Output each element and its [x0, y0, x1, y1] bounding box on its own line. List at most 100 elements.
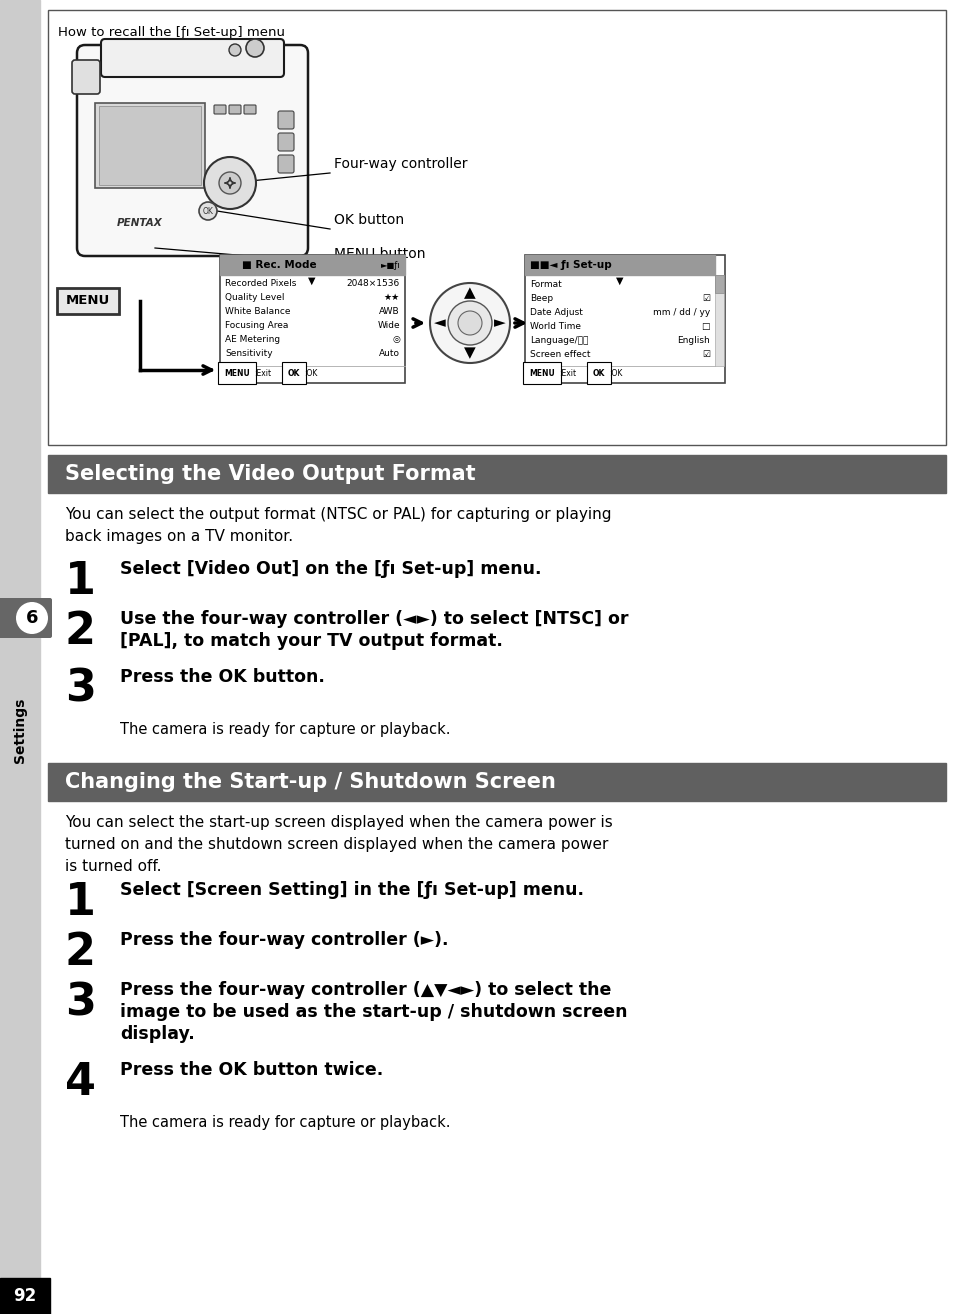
Text: Select [Screen Setting] in the [ƒı Set-up] menu.: Select [Screen Setting] in the [ƒı Set-u… [120, 880, 583, 899]
Text: ■■◄ ƒı Set-up: ■■◄ ƒı Set-up [530, 260, 611, 269]
Text: :OK: :OK [304, 368, 317, 377]
FancyBboxPatch shape [244, 105, 255, 114]
Bar [220, 255, 405, 275]
FancyBboxPatch shape [229, 105, 241, 114]
Bar [524, 255, 724, 382]
Bar [95, 102, 205, 188]
Circle shape [219, 172, 241, 194]
Text: Language/言語: Language/言語 [530, 336, 588, 346]
Text: Auto: Auto [378, 350, 399, 357]
Bar [48, 11, 945, 445]
Circle shape [16, 602, 48, 633]
Text: ■ Rec. Mode: ■ Rec. Mode [242, 260, 316, 269]
Circle shape [430, 283, 510, 363]
Text: ◎: ◎ [392, 335, 399, 344]
Text: Press the OK button twice.: Press the OK button twice. [120, 1060, 383, 1079]
Text: PENTAX: PENTAX [117, 218, 163, 229]
Text: 2: 2 [65, 610, 96, 653]
Text: Press the OK button.: Press the OK button. [120, 668, 325, 686]
Text: 1: 1 [65, 560, 96, 603]
Text: OK button: OK button [334, 213, 404, 227]
Bar [0, 1279, 50, 1314]
Text: 1: 1 [65, 880, 96, 924]
Text: The camera is ready for capture or playback.: The camera is ready for capture or playb… [120, 1116, 450, 1130]
Text: You can select the start-up screen displayed when the camera power is
turned on : You can select the start-up screen displ… [65, 815, 612, 874]
Text: □: □ [700, 322, 709, 331]
Text: White Balance: White Balance [225, 307, 291, 315]
Text: ☑: ☑ [701, 350, 709, 359]
Text: 2048×1536: 2048×1536 [346, 279, 399, 288]
Text: MENU: MENU [66, 294, 110, 307]
Circle shape [229, 43, 241, 57]
Text: 92: 92 [13, 1286, 36, 1305]
Text: AE Metering: AE Metering [225, 335, 280, 344]
FancyBboxPatch shape [277, 133, 294, 151]
Text: ►: ► [494, 315, 505, 331]
FancyBboxPatch shape [277, 155, 294, 173]
Text: AWB: AWB [379, 307, 399, 315]
Text: MENU: MENU [529, 368, 554, 377]
Text: display.: display. [120, 1025, 194, 1043]
Bar [48, 455, 945, 493]
Text: How to recall the [ƒı Set-up] menu: How to recall the [ƒı Set-up] menu [58, 26, 285, 39]
Text: 3: 3 [65, 668, 95, 711]
Text: Changing the Start-up / Shutdown Screen: Changing the Start-up / Shutdown Screen [65, 773, 556, 792]
Circle shape [204, 156, 255, 209]
Text: OK: OK [288, 368, 300, 377]
Text: image to be used as the start-up / shutdown screen: image to be used as the start-up / shutd… [120, 1003, 627, 1021]
Text: OK: OK [202, 206, 213, 215]
Text: English: English [677, 336, 709, 346]
Text: Quality Level: Quality Level [225, 293, 284, 302]
Text: ▲: ▲ [464, 285, 476, 301]
Text: Beep: Beep [530, 294, 553, 304]
Text: 4: 4 [65, 1060, 96, 1104]
Bar [714, 275, 723, 293]
Text: :OK: :OK [608, 368, 621, 377]
Bar [714, 275, 723, 367]
Text: Use the four-way controller (◄►) to select [NTSC] or: Use the four-way controller (◄►) to sele… [120, 610, 628, 628]
Circle shape [457, 311, 481, 335]
Text: Press the four-way controller (▲▼◄►) to select the: Press the four-way controller (▲▼◄►) to … [120, 982, 611, 999]
Circle shape [448, 301, 492, 346]
Text: ►■ƒı: ►■ƒı [381, 260, 400, 269]
Text: Sensitivity: Sensitivity [225, 350, 273, 357]
Text: ▼: ▼ [616, 276, 623, 286]
Text: :Exit: :Exit [253, 368, 271, 377]
Text: 2: 2 [65, 932, 96, 974]
Circle shape [246, 39, 264, 57]
Text: ◄: ◄ [434, 315, 445, 331]
Text: OK: OK [593, 368, 605, 377]
Text: [PAL], to match your TV output format.: [PAL], to match your TV output format. [120, 632, 502, 650]
FancyBboxPatch shape [57, 288, 119, 314]
Bar [524, 255, 714, 275]
Text: Settings: Settings [13, 698, 27, 762]
Text: You can select the output format (NTSC or PAL) for capturing or playing
back ima: You can select the output format (NTSC o… [65, 507, 611, 544]
Text: ☑: ☑ [701, 294, 709, 304]
Text: ▼: ▼ [464, 346, 476, 360]
Text: mm / dd / yy: mm / dd / yy [652, 307, 709, 317]
Text: ▼: ▼ [308, 276, 315, 286]
Text: Screen effect: Screen effect [530, 350, 590, 359]
FancyBboxPatch shape [77, 45, 308, 256]
Text: MENU: MENU [224, 368, 250, 377]
Text: :Exit: :Exit [558, 368, 576, 377]
FancyBboxPatch shape [101, 39, 284, 78]
FancyBboxPatch shape [71, 60, 100, 95]
Text: World Time: World Time [530, 322, 580, 331]
Text: Four-way controller: Four-way controller [334, 156, 467, 171]
Text: Date Adjust: Date Adjust [530, 307, 582, 317]
Bar [0, 0, 40, 1314]
Circle shape [199, 202, 216, 219]
Text: 6: 6 [26, 608, 38, 627]
Text: Selecting the Video Output Format: Selecting the Video Output Format [65, 464, 476, 484]
Bar [48, 763, 945, 802]
Text: Recorded Pixels: Recorded Pixels [225, 279, 296, 288]
Text: Wide: Wide [377, 321, 399, 330]
Text: Focusing Area: Focusing Area [225, 321, 288, 330]
Bar [99, 106, 201, 185]
FancyBboxPatch shape [0, 598, 52, 639]
Text: MENU button: MENU button [334, 247, 425, 261]
Text: The camera is ready for capture or playback.: The camera is ready for capture or playb… [120, 721, 450, 737]
Text: Select [Video Out] on the [ƒı Set-up] menu.: Select [Video Out] on the [ƒı Set-up] me… [120, 560, 541, 578]
FancyBboxPatch shape [213, 105, 226, 114]
